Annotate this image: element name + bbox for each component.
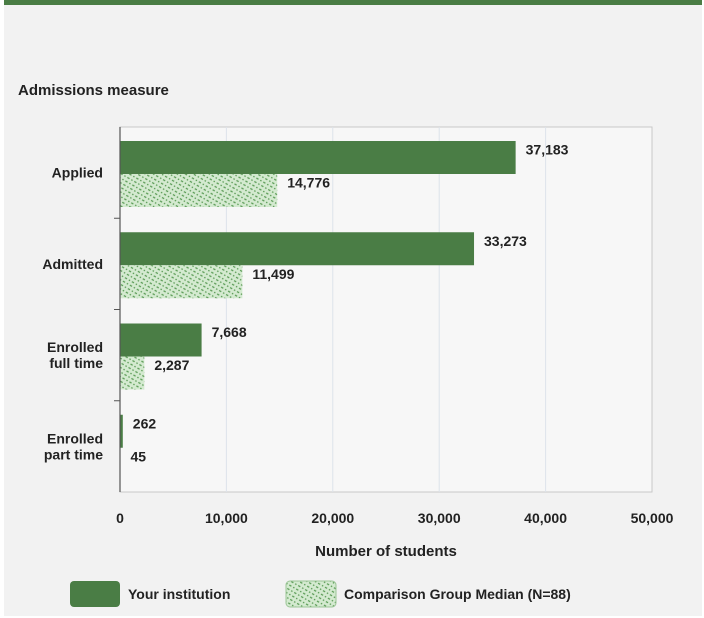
bar-your-institution-enrolled-full-time xyxy=(120,323,202,357)
grid-lines xyxy=(114,127,547,492)
category-label-applied: Applied xyxy=(52,165,103,181)
legend-label-your-institution: Your institution xyxy=(128,586,230,602)
legend-label-comparison-median: Comparison Group Median (N=88) xyxy=(344,586,571,602)
bar-your-institution-enrolled-part-time xyxy=(120,414,123,448)
legend-swatch-your-institution xyxy=(70,581,120,607)
x-tick-label: 40,000 xyxy=(524,510,567,526)
x-tick-label: 50,000 xyxy=(631,510,674,526)
legend: Your institution Comparison Group Median… xyxy=(70,580,571,608)
bar-your-institution-admitted xyxy=(120,232,475,266)
bar-comparison-group-median-n-88-admitted xyxy=(120,265,243,299)
value-label: 33,273 xyxy=(484,233,527,249)
x-axis-label: Number of students xyxy=(315,543,457,560)
category-label-enrolled-full-time: Enrolled full time xyxy=(47,339,103,371)
value-label: 11,499 xyxy=(252,266,294,282)
bar-your-institution-applied xyxy=(120,141,516,174)
value-label: 37,183 xyxy=(526,142,569,158)
chart-title: Admissions measure xyxy=(18,82,169,99)
x-tick-label: 0 xyxy=(116,510,124,526)
value-label: 2,287 xyxy=(154,357,189,373)
category-label-admitted: Admitted xyxy=(42,256,103,272)
value-label: 262 xyxy=(133,415,157,431)
legend-swatch-comparison-median xyxy=(285,580,337,608)
value-label: 14,776 xyxy=(287,175,330,191)
value-labels: 37,183 14,776 33,273 11,499 7,668 2,287 262 45 xyxy=(131,142,569,465)
value-label: 45 xyxy=(131,448,147,464)
x-tick-label: 10,000 xyxy=(205,510,248,526)
category-labels: Applied Admitted Enrolled full time Enrolled… xyxy=(42,165,103,463)
category-label-enrolled-part-time: Enrolled part time xyxy=(44,430,103,462)
bar-comparison-group-median-n-88-applied xyxy=(120,174,278,207)
bars xyxy=(120,141,516,481)
value-label: 7,668 xyxy=(212,324,247,340)
x-tick-label: 30,000 xyxy=(418,510,461,526)
x-tick-label: 20,000 xyxy=(311,510,354,526)
bar-comparison-group-median-n-88-enrolled-full-time xyxy=(120,356,145,390)
x-tick-labels: 0 10,000 20,000 30,000 40,000 50,000 xyxy=(116,510,674,526)
